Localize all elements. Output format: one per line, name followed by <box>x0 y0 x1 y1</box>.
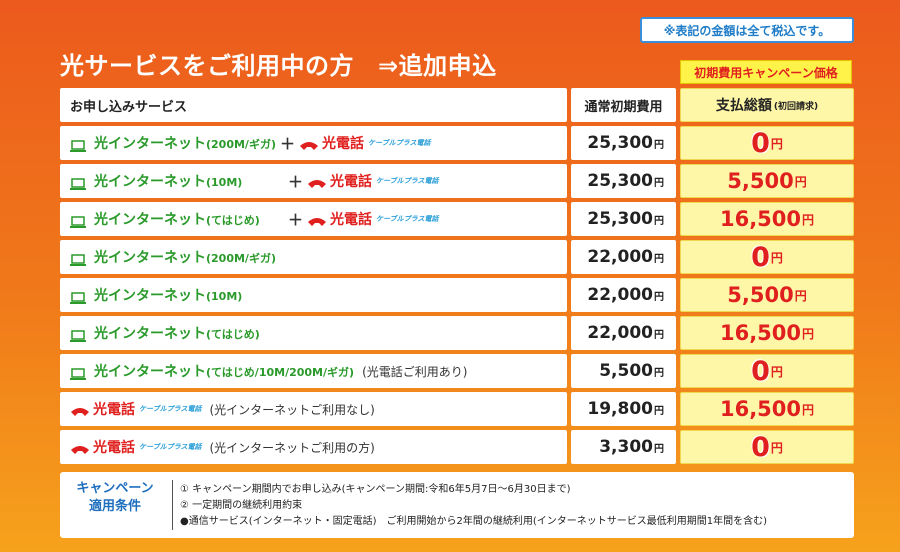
normal-fee-cell: 25,300 円 <box>571 126 676 160</box>
condition-item: ① キャンペーン期間内でお申し込み(キャンペーン期間:令和6年5月7日～6月30… <box>180 484 571 495</box>
laptop-icon <box>70 327 86 342</box>
phone-icon <box>307 213 327 226</box>
service-cell: 光インターネット(てはじめ) ＋ 光電話 ケーブルプラス電話 <box>60 202 567 236</box>
internet-service-label: 光インターネット(てはじめ) <box>94 326 260 342</box>
plus-sign: ＋ <box>288 172 304 191</box>
cable-plus-logo: ケーブルプラス電話 <box>139 443 202 451</box>
plus-sign: ＋ <box>279 134 295 153</box>
campaign-conditions: キャンペーン 適用条件 ① キャンペーン期間内でお申し込み(キャンペーン期間:令… <box>60 472 854 538</box>
header-normal-fee: 通常初期費用 <box>571 88 676 122</box>
service-cell: 光電話 ケーブルプラス電話 (光インターネットご利用の方) <box>60 430 567 464</box>
phone-service-label: 光電話 <box>330 212 373 228</box>
phone-service-label: 光電話 <box>93 440 135 456</box>
service-cell: 光インターネット(てはじめ/10M/200M/ギガ) (光電話ご利用あり) <box>60 354 567 388</box>
laptop-icon <box>70 251 86 266</box>
campaign-price-label: 初期費用キャンペーン価格 <box>680 60 852 84</box>
normal-fee-cell: 19,800 円 <box>571 392 676 426</box>
table-row: 光インターネット(10M) 22,000 円 5,500 円 <box>60 278 854 312</box>
phone-service-label: 光電話 <box>330 174 373 190</box>
internet-service-label: 光インターネット(てはじめ) <box>94 212 260 228</box>
normal-fee-cell: 3,300 円 <box>571 430 676 464</box>
condition-item: ●通信サービス(インターネット・固定電話) ご利用開始から2年間の継続利用(イン… <box>180 516 768 527</box>
service-cell: 光インターネット(10M) ＋ 光電話 ケーブルプラス電話 <box>60 164 567 198</box>
normal-fee-cell: 22,000 円 <box>571 240 676 274</box>
internet-service-label: 光インターネット(10M) <box>94 174 243 190</box>
normal-fee-cell: 5,500 円 <box>571 354 676 388</box>
service-cell: 光インターネット(200M/ギガ) <box>60 240 567 274</box>
header-total-label: 支払総額 <box>715 98 772 114</box>
header-total-sub: (初回請求) <box>773 101 819 112</box>
service-cell: 光インターネット(200M/ギガ) ＋ 光電話 ケーブルプラス電話 <box>60 126 567 160</box>
row-note: (光インターネットご利用なし) <box>209 402 375 417</box>
phone-service-label: 光電話 <box>322 136 364 152</box>
row-note: (光インターネットご利用の方) <box>209 440 375 455</box>
cable-plus-logo: ケーブルプラス電話 <box>376 177 439 185</box>
phone-icon <box>307 175 327 188</box>
laptop-icon <box>70 175 86 190</box>
header-service: お申し込みサービス <box>60 88 567 122</box>
phone-icon <box>70 441 90 454</box>
total-price-cell: 16,500 円 <box>680 392 854 426</box>
conditions-label: キャンペーン 適用条件 <box>76 481 154 514</box>
header-total: 支払総額 (初回請求) <box>680 88 854 122</box>
title-arrow-text: ⇒追加申込 <box>378 52 497 80</box>
divider <box>172 480 173 530</box>
internet-service-label: 光インターネット(200M/ギガ) <box>94 136 276 152</box>
table-row: 光インターネット(10M) ＋ 光電話 ケーブルプラス電話 25,300 円 5,… <box>60 164 854 198</box>
table-row: 光インターネット(てはじめ) 22,000 円 16,500 円 <box>60 316 854 350</box>
laptop-icon <box>70 289 86 304</box>
service-cell: 光インターネット(てはじめ) <box>60 316 567 350</box>
plus-sign: ＋ <box>288 210 304 229</box>
table-row: 光インターネット(てはじめ/10M/200M/ギガ) (光電話ご利用あり) 5,… <box>60 354 854 388</box>
cable-plus-logo: ケーブルプラス電話 <box>368 139 431 147</box>
total-price-cell: 16,500 円 <box>680 316 854 350</box>
condition-item: ② 一定期間の継続利用約束 <box>180 500 303 511</box>
cable-plus-logo: ケーブルプラス電話 <box>376 215 439 223</box>
internet-service-label: 光インターネット(10M) <box>94 288 243 304</box>
phone-icon <box>70 403 90 416</box>
phone-service-label: 光電話 <box>93 402 135 418</box>
normal-fee-cell: 22,000 円 <box>571 316 676 350</box>
total-price-cell: 16,500 円 <box>680 202 854 236</box>
table-row: 光インターネット(200M/ギガ) ＋ 光電話 ケーブルプラス電話 25,300… <box>60 126 854 160</box>
tax-note: ※表記の金額は全て税込です。 <box>640 17 854 43</box>
title-text: 光サービスをご利用中の方 <box>60 52 354 80</box>
laptop-icon <box>70 365 86 380</box>
laptop-icon <box>70 137 86 152</box>
cable-plus-logo: ケーブルプラス電話 <box>139 405 202 413</box>
total-price-cell: 5,500 円 <box>680 278 854 312</box>
table-row: 光インターネット(てはじめ) ＋ 光電話 ケーブルプラス電話 25,300 円 1… <box>60 202 854 236</box>
internet-service-label: 光インターネット(てはじめ/10M/200M/ギガ) <box>94 364 355 380</box>
normal-fee-cell: 25,300 円 <box>571 164 676 198</box>
service-cell: 光電話 ケーブルプラス電話 (光インターネットご利用なし) <box>60 392 567 426</box>
service-cell: 光インターネット(10M) <box>60 278 567 312</box>
conditions-list: ① キャンペーン期間内でお申し込み(キャンペーン期間:令和6年5月7日～6月30… <box>180 482 767 530</box>
laptop-icon <box>70 213 86 228</box>
normal-fee-cell: 22,000 円 <box>571 278 676 312</box>
table-row: 光電話 ケーブルプラス電話 (光インターネットご利用なし) 19,800 円 16… <box>60 392 854 426</box>
total-price-cell: 5,500 円 <box>680 164 854 198</box>
phone-icon <box>299 137 319 150</box>
page-title: 光サービスをご利用中の方 ⇒追加申込 <box>60 46 497 81</box>
normal-fee-cell: 25,300 円 <box>571 202 676 236</box>
row-note: (光電話ご利用あり) <box>362 364 468 379</box>
internet-service-label: 光インターネット(200M/ギガ) <box>94 250 276 266</box>
